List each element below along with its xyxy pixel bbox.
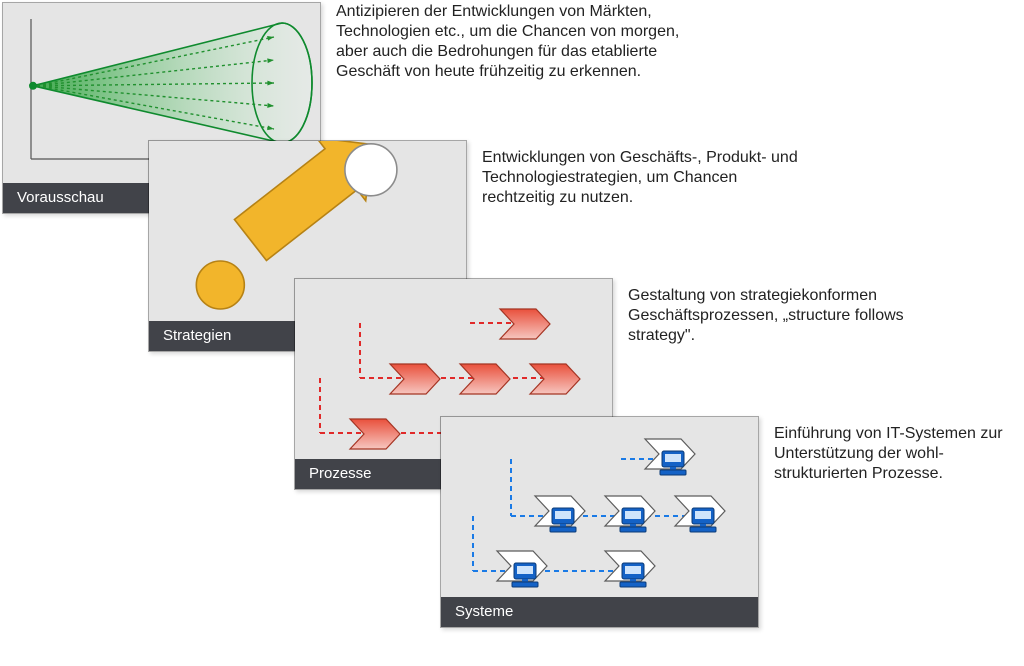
desc-strategien: Entwicklungen von Geschäfts-, Produkt- u… bbox=[482, 148, 812, 208]
diagram-stage: VorausschauAntizipieren der Entwicklunge… bbox=[0, 0, 1024, 666]
desc-systeme: Einführung von IT-Systemen zur Unterstüt… bbox=[774, 424, 1014, 484]
desc-vorausschau: Antizipieren der Entwicklungen von Märkt… bbox=[336, 2, 706, 82]
card-systeme-label: Systeme bbox=[441, 597, 758, 627]
desc-prozesse: Gestaltung von strategiekonformen Geschä… bbox=[628, 286, 958, 346]
card-systeme-graphic bbox=[441, 417, 758, 597]
card-systeme: Systeme bbox=[440, 416, 759, 628]
